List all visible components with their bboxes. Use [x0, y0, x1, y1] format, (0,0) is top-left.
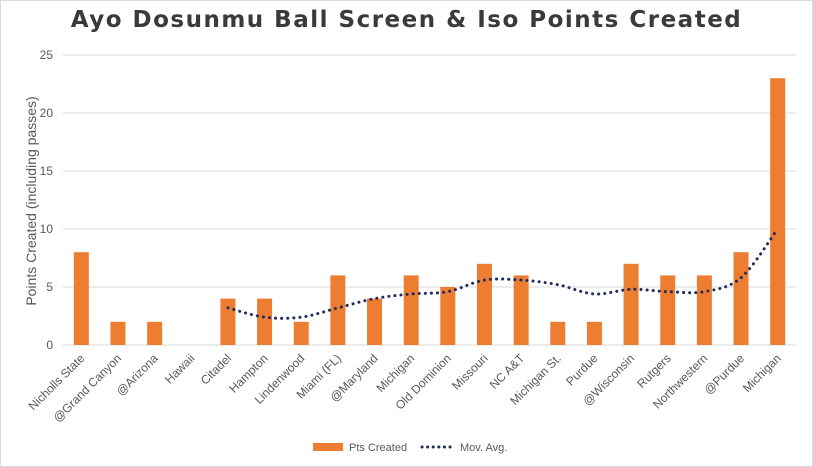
bar-pts-created [330, 275, 346, 345]
legend-swatch-pts-created [313, 443, 343, 451]
legend-label-pts-created: Pts Created [349, 442, 407, 454]
bar-pts-created [73, 252, 89, 345]
bar-pts-created [733, 252, 749, 345]
bar-pts-created [513, 275, 529, 345]
x-tick-label: Missouri [449, 351, 490, 392]
y-tick-label: 20 [40, 106, 54, 120]
moving-average-line [226, 227, 780, 320]
y-tick-label: 0 [46, 338, 53, 352]
bar-pts-created [660, 275, 676, 345]
y-tick-label: 25 [40, 48, 54, 62]
bar-pts-created [147, 321, 163, 345]
y-tick-label: 10 [40, 222, 54, 236]
bar-pts-created [293, 321, 309, 345]
bar-pts-created [110, 321, 126, 345]
x-tick-label: Michigan [740, 351, 784, 395]
bar-pts-created [440, 287, 456, 345]
bar-pts-created [476, 263, 492, 345]
bar-pts-created [550, 321, 566, 345]
y-tick-label: 15 [40, 164, 54, 178]
y-axis-label: Points Created (including passes) [23, 96, 39, 305]
chart-title: Ayo Dosunmu Ball Screen & Iso Points Cre… [70, 7, 743, 33]
bar-pts-created [403, 275, 419, 345]
bar-pts-created [696, 275, 712, 345]
bar-pts-created [220, 298, 236, 345]
x-tick-label: @Purdue [701, 351, 747, 397]
x-tick-label: Hawaii [162, 351, 197, 386]
bar-pts-created [367, 298, 383, 345]
bar-pts-created [586, 321, 602, 345]
bar-pts-created [770, 78, 786, 345]
y-tick-label: 5 [46, 280, 53, 294]
legend-label-mov-avg: Mov. Avg. [460, 442, 507, 454]
bar-pts-created [623, 263, 639, 345]
bar-pts-created [257, 298, 273, 345]
